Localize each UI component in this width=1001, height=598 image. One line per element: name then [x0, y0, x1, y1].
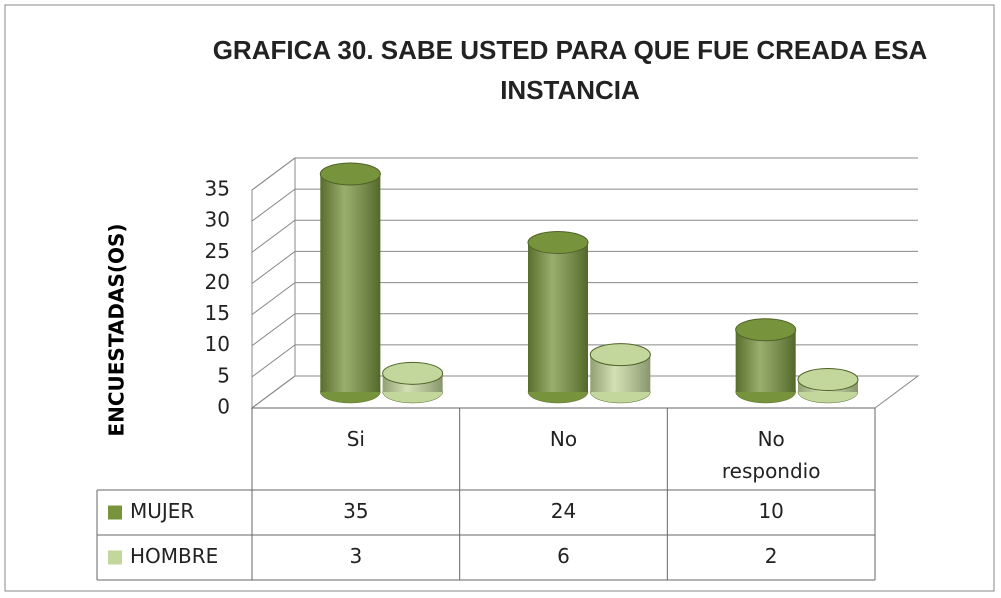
- legend-swatch: [108, 550, 122, 565]
- grid-line: [251, 250, 918, 284]
- table-value: 35: [343, 499, 368, 523]
- table-value: 6: [557, 544, 570, 568]
- bar-top: [527, 231, 589, 255]
- grid-line: [251, 313, 918, 347]
- y-tick-label: 10: [205, 332, 230, 356]
- y-tick-label: 30: [205, 208, 230, 232]
- grid-line: [251, 188, 918, 222]
- legend-swatch: [108, 505, 122, 520]
- table-value: 3: [349, 544, 362, 568]
- legend-label: MUJER: [130, 499, 194, 523]
- x-tick-label: No: [550, 427, 577, 451]
- bar-shade: [320, 174, 381, 392]
- grid-line: [251, 282, 918, 315]
- table-value: 10: [758, 499, 783, 523]
- y-axis-label: ENCUESTADAS(OS): [105, 223, 129, 436]
- y-tick-label: 15: [205, 301, 230, 325]
- x-tick-label: Si: [347, 427, 365, 451]
- x-tick-label: No respondio: [722, 427, 821, 483]
- y-tick-label: 0: [217, 395, 230, 419]
- bar-top: [319, 162, 381, 186]
- chart-frame: [4, 4, 995, 592]
- bar-top: [735, 318, 797, 342]
- bar-top: [589, 343, 651, 367]
- grid-line: [251, 157, 918, 191]
- bar-top: [382, 361, 444, 385]
- y-tick-label: 5: [217, 363, 230, 387]
- table-value: 24: [551, 499, 576, 523]
- y-tick-label: 35: [205, 177, 230, 201]
- grid-line: [251, 344, 918, 378]
- chart-title: GRAFICA 30. SABE USTED PARA QUE FUE CREA…: [212, 35, 928, 105]
- back-wall: [251, 157, 296, 409]
- bar-shade: [528, 242, 589, 392]
- legend-label: HOMBRE: [130, 544, 218, 568]
- grid-line: [251, 375, 918, 409]
- grid-line: [251, 219, 918, 253]
- table-value: 2: [765, 544, 778, 568]
- y-tick-label: 20: [205, 270, 230, 294]
- bar-top: [797, 368, 859, 392]
- y-tick-label: 25: [205, 239, 230, 263]
